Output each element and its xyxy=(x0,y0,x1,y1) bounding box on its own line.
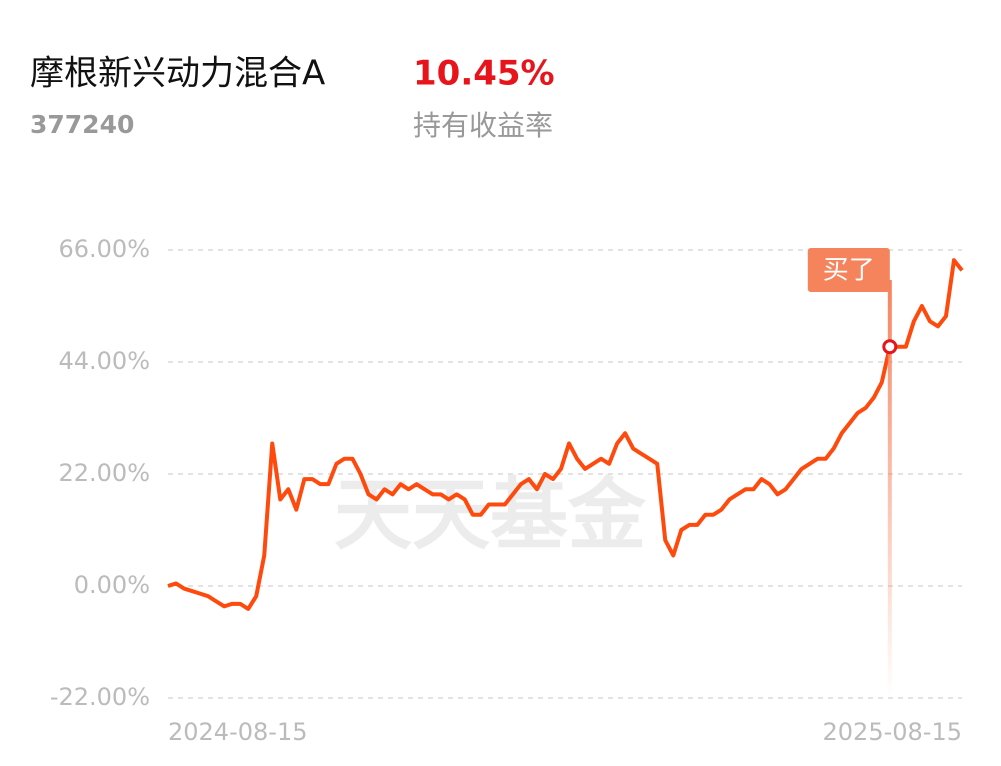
y-tick-label: -22.00% xyxy=(50,683,150,711)
buy-label-box xyxy=(807,248,890,292)
fund-name: 摩根新兴动力混合A xyxy=(30,54,325,94)
y-tick-label: 22.00% xyxy=(58,459,150,487)
buy-point xyxy=(882,339,898,355)
y-tick-label: 66.00% xyxy=(58,235,150,263)
x-tick-label: 2025-08-15 xyxy=(823,718,962,746)
y-tick-label: 44.00% xyxy=(58,347,150,375)
x-tick-label: 2024-08-15 xyxy=(168,718,307,746)
y-tick-label: 0.00% xyxy=(74,571,150,599)
return-value: 10.45% xyxy=(413,54,555,94)
series-line xyxy=(167,258,964,611)
buy-label: 买了 xyxy=(823,256,875,286)
buy-stem xyxy=(887,280,892,698)
return-label: 持有收益率 xyxy=(413,109,553,142)
fund-code: 377240 xyxy=(30,110,134,139)
watermark: 天天基金 xyxy=(334,470,647,560)
